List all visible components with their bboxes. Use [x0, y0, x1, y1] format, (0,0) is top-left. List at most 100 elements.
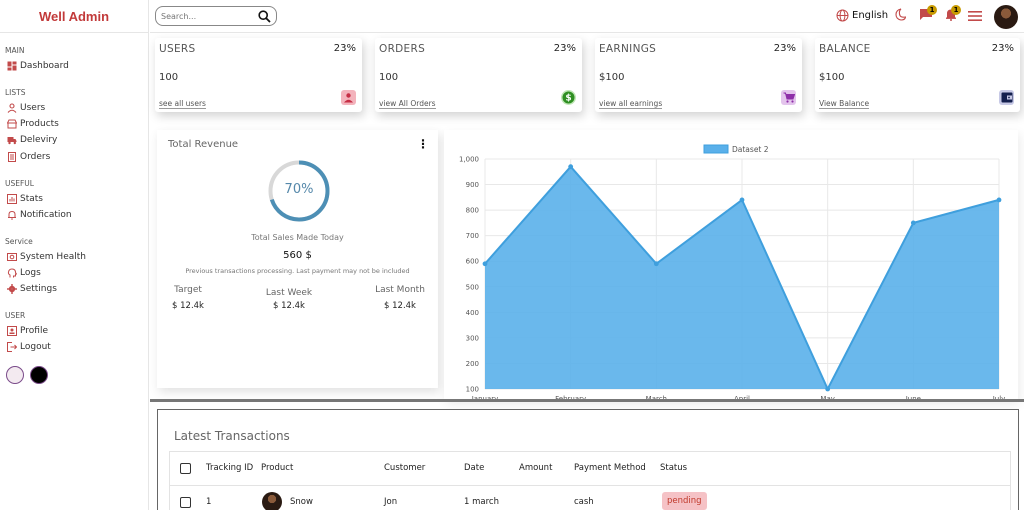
widget-percentage: 23% [553, 43, 576, 54]
sidebar-item-stats[interactable]: Stats [7, 194, 43, 204]
sidebar-item-label: System Health [20, 252, 86, 262]
y-tick-label: 600 [466, 258, 479, 266]
sidebar-item-orders[interactable]: Orders [7, 152, 50, 162]
more-vertical-icon[interactable]: ⋮ [417, 137, 429, 151]
notifications-button[interactable]: 1 [945, 5, 961, 21]
search-icon[interactable] [258, 10, 271, 26]
select-all-checkbox[interactable] [180, 463, 191, 474]
cart-icon [781, 90, 796, 105]
y-tick-label: 800 [466, 207, 479, 215]
widget-link[interactable]: see all users [159, 99, 206, 109]
widget-title: BALANCE [819, 43, 871, 55]
y-tick-label: 500 [466, 283, 479, 291]
dark-mode-toggle[interactable] [894, 8, 906, 21]
sidebar-item-dashboard[interactable]: Dashboard [7, 61, 69, 71]
section-title-main: MAIN [5, 46, 25, 55]
truck-icon [7, 137, 17, 145]
logout-icon [7, 342, 17, 352]
product-image [262, 492, 282, 510]
sidebar-item-notification[interactable]: Notification [7, 210, 72, 220]
widget-percentage: 23% [991, 43, 1014, 54]
topbar: English 1 1 [150, 0, 1024, 33]
x-tick-label: June [905, 395, 921, 400]
user-avatar[interactable] [994, 5, 1018, 29]
featured-revenue: Total Revenue ⋮ 70% Total Sales Made Tod… [157, 130, 438, 388]
data-point [825, 386, 831, 392]
product-name: Snow [290, 497, 313, 507]
x-tick-label: May [820, 395, 834, 400]
widget-orders: ORDERS 23% 100 view All Orders $ [375, 38, 582, 112]
chat-button[interactable]: 1 [919, 5, 937, 21]
sidebar-item-label: Deleviry [20, 135, 58, 145]
section-divider [150, 399, 1024, 402]
stat-amount: $ 12.4k [273, 301, 305, 311]
widget-link[interactable]: view All Orders [379, 99, 436, 109]
stat-amount: $ 12.4k [172, 301, 204, 311]
column-header: Status [660, 463, 688, 473]
latest-transactions: Latest Transactions Tracking ID Product … [157, 409, 1019, 510]
sidebar-item-label: Stats [20, 194, 43, 204]
series-area [485, 166, 999, 389]
sidebar-item-profile[interactable]: Profile [7, 326, 48, 336]
featured-amount: 560 $ [283, 250, 312, 261]
app-title: Well Admin [38, 8, 110, 24]
store-icon [7, 119, 17, 129]
gear-icon [7, 284, 17, 294]
menu-button[interactable] [968, 10, 982, 22]
table-row[interactable]: 1 Snow Jon 1 march cash pending [170, 486, 1010, 510]
widget-earnings: EARNINGS 23% $100 view all earnings [595, 38, 802, 112]
widget-value: 100 [159, 72, 179, 83]
x-tick-label: March [646, 395, 667, 400]
featured-title: Total Revenue [168, 139, 239, 150]
section-title-service: Service [5, 237, 33, 246]
light-theme-button[interactable] [6, 366, 24, 384]
profile-icon [7, 326, 17, 336]
sidebar-item-logout[interactable]: Logout [7, 342, 51, 352]
legend-label: Dataset 2 [732, 145, 769, 154]
dark-theme-button[interactable] [30, 366, 48, 384]
menu-icon [968, 11, 982, 21]
transactions-table: Tracking ID Product Customer Date Amount… [169, 451, 1011, 510]
globe-icon [836, 9, 849, 22]
x-tick-label: February [555, 395, 586, 400]
psychology-icon [7, 268, 17, 278]
sidebar-item-delivery[interactable]: Deleviry [7, 135, 57, 145]
y-tick-label: 300 [466, 334, 479, 342]
dashboard-icon [7, 61, 17, 71]
row-checkbox[interactable] [180, 497, 191, 508]
data-point [568, 164, 574, 170]
search-input[interactable] [161, 11, 253, 21]
language-label: English [852, 10, 889, 21]
sidebar-item-settings[interactable]: Settings [7, 284, 57, 294]
sidebar-item-users[interactable]: Users [7, 103, 45, 113]
y-tick-label: 700 [466, 232, 479, 240]
search-box [155, 6, 277, 26]
logo[interactable]: Well Admin [0, 0, 148, 33]
language-selector[interactable]: English [836, 9, 888, 22]
customer-name: Jon [384, 497, 398, 507]
sidebar: Well Admin MAIN Dashboard LISTS Users Pr… [0, 0, 149, 510]
sidebar-item-label: Orders [20, 152, 51, 162]
widget-balance: BALANCE 23% $100 View Balance [815, 38, 1020, 112]
widget-value: 100 [379, 72, 399, 83]
chat-badge: 1 [927, 5, 937, 15]
x-tick-label: April [734, 395, 750, 400]
widget-link[interactable]: View Balance [819, 99, 870, 109]
widget-title: EARNINGS [599, 43, 657, 55]
sidebar-item-label: Settings [20, 284, 57, 294]
progress-ring [268, 160, 330, 222]
data-point [739, 197, 745, 203]
y-tick-label: 900 [466, 181, 479, 189]
featured-subtitle: Total Sales Made Today [251, 233, 344, 242]
sidebar-item-system-health[interactable]: System Health [7, 252, 86, 262]
widget-link[interactable]: view all earnings [599, 99, 663, 109]
sidebar-item-products[interactable]: Products [7, 119, 59, 129]
stat-label: Target [174, 285, 202, 295]
data-point [653, 261, 659, 267]
widget-title: USERS [159, 43, 196, 55]
sidebar-item-logs[interactable]: Logs [7, 268, 41, 278]
sidebar-item-label: Logout [20, 342, 51, 352]
featured-description: Previous transactions processing. Last p… [185, 267, 410, 275]
wallet-icon [999, 90, 1014, 105]
